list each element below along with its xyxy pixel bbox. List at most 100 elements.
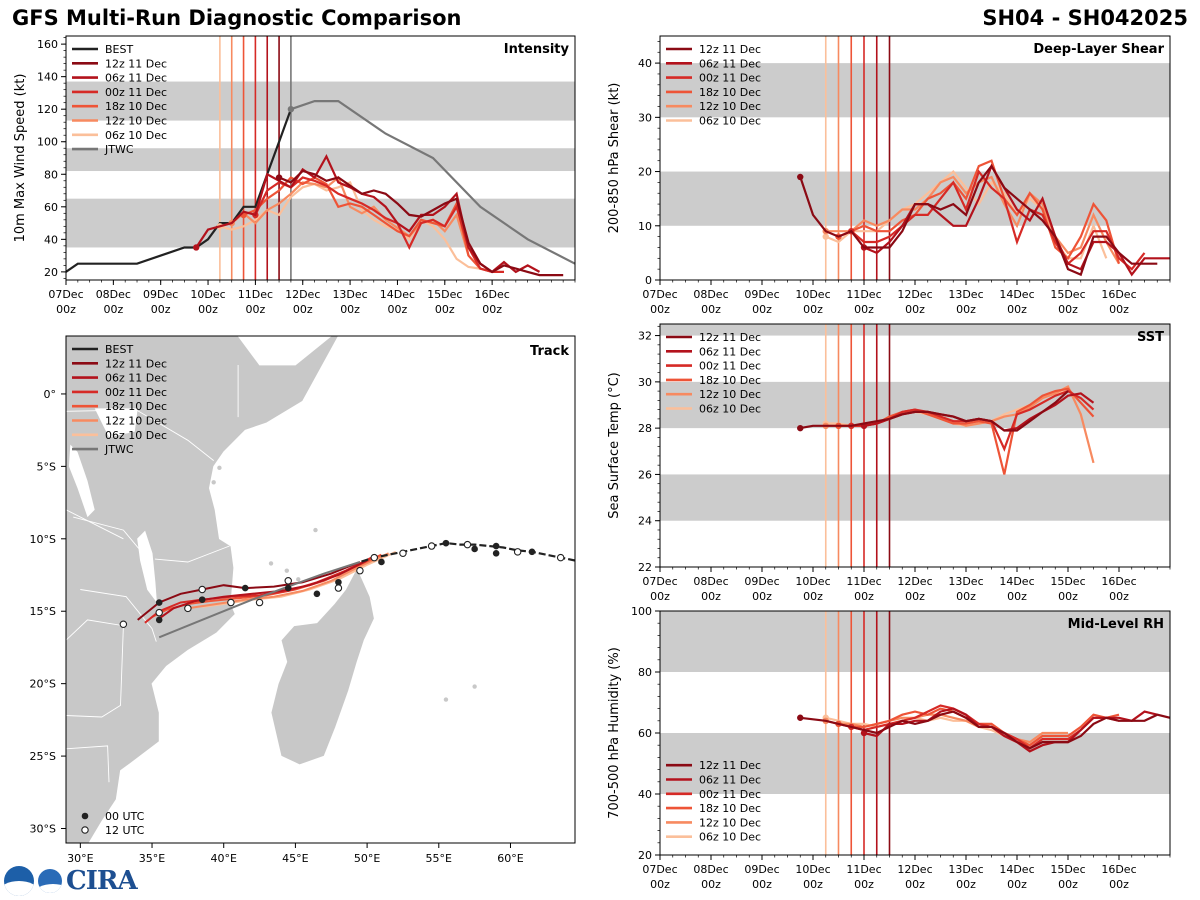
intensity-xtick-date-1: 08Dec — [96, 288, 131, 301]
sst-xtick-hour-9: 00z — [1109, 590, 1129, 603]
shear-xtick-date-2: 09Dec — [744, 288, 779, 301]
rh-xtick-date-5: 12Dec — [897, 863, 932, 876]
sst-legend-label-0: 12z 11 Dec — [699, 331, 761, 344]
track-marker-12utc — [119, 620, 128, 629]
sst-ytick-label-4: 30 — [638, 376, 652, 389]
sst-xtick-hour-0: 00z — [650, 590, 670, 603]
shear-xtick-hour-2: 00z — [752, 303, 772, 316]
intensity-legend-label-4: 18z 10 Dec — [105, 100, 167, 113]
track-xtick-label-1: 35°E — [139, 852, 165, 865]
shear-legend-label-5: 06z 10 Dec — [699, 115, 761, 128]
sst-legend-label-5: 06z 10 Dec — [699, 403, 761, 416]
sst-xtick-date-4: 11Dec — [846, 575, 881, 588]
track-series-4 — [187, 552, 390, 610]
rh-legend-label-2: 00z 11 Dec — [699, 788, 761, 801]
sst-xtick-hour-8: 00z — [1058, 590, 1078, 603]
intensity-xtick-date-7: 14Dec — [380, 288, 415, 301]
island-4 — [296, 577, 301, 582]
shear-legend-label-4: 12z 10 Dec — [699, 100, 761, 113]
track-marker-12utc — [370, 553, 379, 562]
track-legend-label-3: 00z 11 Dec — [105, 386, 167, 399]
country-border-4 — [66, 745, 110, 783]
rh-xtick-hour-9: 00z — [1109, 878, 1129, 891]
shear-xtick-hour-0: 00z — [650, 303, 670, 316]
rh-series-start-0 — [797, 714, 804, 721]
track-marker-00utc — [492, 542, 500, 550]
rh-xtick-hour-7: 00z — [1007, 878, 1027, 891]
track-xtick-label-3: 45°E — [282, 852, 308, 865]
sst-band-0 — [660, 474, 1170, 521]
track-marker-00utc — [471, 545, 478, 553]
track-marker-00utc — [155, 616, 163, 624]
shear-xtick-hour-3: 00z — [803, 303, 823, 316]
intensity-xtick-date-5: 12Dec — [285, 288, 320, 301]
rh-xtick-date-3: 10Dec — [795, 863, 830, 876]
sst-band-1 — [660, 381, 1170, 429]
track-marker-00utc — [442, 539, 450, 547]
track-series-0 — [137, 561, 361, 621]
track-legend-label-1: 12z 11 Dec — [105, 357, 167, 370]
track-plot-area — [66, 336, 575, 843]
track-xtick-label-0: 30°E — [67, 852, 93, 865]
sst-xtick-hour-3: 00z — [803, 590, 823, 603]
intensity-ytick-label-4: 100 — [37, 136, 58, 149]
shear-legend-label-3: 18z 10 Dec — [699, 86, 761, 99]
shear-series-3 — [838, 159, 1121, 265]
track-marker-legend-12 — [81, 826, 89, 834]
shear-xtick-date-4: 11Dec — [846, 288, 881, 301]
shear-legend-label-1: 06z 11 Dec — [699, 57, 761, 70]
lake-victoria — [94, 408, 138, 438]
intensity-ytick-label-2: 60 — [44, 201, 58, 214]
rh-xtick-date-8: 15Dec — [1050, 863, 1085, 876]
rh-xtick-date-9: 16Dec — [1101, 863, 1136, 876]
shear-xtick-hour-4: 00z — [854, 303, 874, 316]
sst-series-start-0 — [797, 424, 804, 432]
country-border-0 — [66, 409, 214, 461]
shear-title: Deep-Layer Shear — [1033, 42, 1164, 57]
sst-plot-area — [660, 324, 1170, 567]
rh-ylabel: 700-500 hPa Humidity (%) — [607, 647, 622, 819]
track-marker-12utc — [255, 598, 264, 607]
track-marker-00utc — [492, 549, 500, 557]
shear-xtick-date-1: 08Dec — [693, 288, 728, 301]
sst-legend-label-4: 12z 10 Dec — [699, 388, 761, 401]
track-legend-label-6: 06z 10 Dec — [105, 429, 167, 442]
track-jtwc-line — [158, 561, 361, 639]
intensity-best-end-point — [287, 106, 295, 113]
sst-xtick-hour-1: 00z — [701, 590, 721, 603]
rh-xtick-hour-3: 00z — [803, 878, 823, 891]
track-marker-00utc — [335, 578, 342, 586]
shear-ytick-label-0: 0 — [645, 274, 652, 287]
rh-xtick-date-7: 14Dec — [999, 863, 1034, 876]
shear-panel: 0 10 20 30 40 07Dec 00z 08Dec 00z 09Dec 00z 10Dec 00… — [607, 35, 1171, 316]
sst-ytick-label-2: 26 — [638, 468, 652, 481]
track-xtick-label-5: 55°E — [426, 852, 452, 865]
shear-ytick-label-1: 10 — [638, 220, 652, 233]
intensity-xtick-date-8: 15Dec — [427, 288, 462, 301]
intensity-frame — [65, 35, 576, 281]
island-0 — [443, 697, 449, 702]
noaa-logo-icon — [4, 866, 34, 896]
shear-xtick-hour-6: 00z — [956, 303, 976, 316]
track-marker-12utc — [284, 577, 292, 585]
intensity-xtick-date-6: 13Dec — [332, 288, 367, 301]
shear-xtick-date-6: 13Dec — [948, 288, 983, 301]
island-1 — [472, 684, 477, 689]
track-ytick-label-2: 10°S — [30, 533, 56, 546]
lake-tanganyika — [68, 444, 95, 518]
sst-xtick-hour-2: 00z — [752, 590, 772, 603]
intensity-xtick-hour-2: 00z — [151, 303, 171, 316]
track-marker-legend-label-00: 00 UTC — [105, 810, 145, 823]
island-7 — [313, 527, 318, 533]
rh-ytick-label-1: 40 — [638, 788, 652, 801]
intensity-legend-label-7: JTWC — [104, 143, 134, 156]
intensity-xtick-hour-5: 00z — [293, 303, 313, 316]
sst-xtick-hour-4: 00z — [854, 590, 874, 603]
intensity-best-line — [66, 108, 292, 273]
rh-xtick-date-1: 08Dec — [693, 863, 728, 876]
sst-xtick-date-7: 14Dec — [999, 575, 1034, 588]
sst-ytick-label-5: 32 — [638, 330, 652, 343]
intensity-legend-label-0: BEST — [105, 43, 133, 56]
intensity-band-1 — [66, 148, 575, 172]
track-frame — [65, 335, 576, 844]
